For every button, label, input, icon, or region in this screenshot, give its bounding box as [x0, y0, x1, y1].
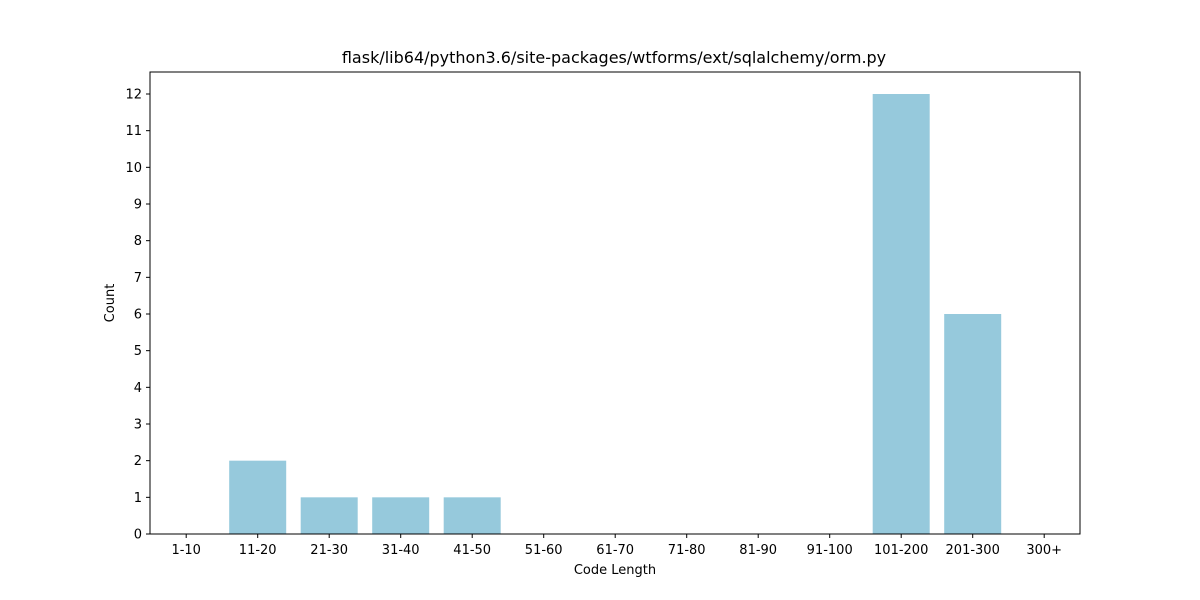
y-tick-label-1: 1 — [134, 491, 142, 506]
plot-frame — [149, 71, 1081, 535]
y-tick-label-5: 5 — [134, 344, 142, 359]
x-tick-label-300plus: 300+ — [1026, 543, 1062, 558]
y-axis-label: Count — [103, 284, 118, 323]
x-tick-label-41-50: 41-50 — [453, 543, 491, 558]
x-tick-label-21-30: 21-30 — [310, 543, 348, 558]
bars-group — [229, 94, 1002, 534]
x-tick-label-61-70: 61-70 — [596, 543, 634, 558]
y-tick-label-8: 8 — [134, 234, 142, 249]
y-tick-label-6: 6 — [134, 308, 142, 323]
x-tick-label-51-60: 51-60 — [525, 543, 563, 558]
bar-21-30 — [300, 497, 358, 534]
bar-41-50 — [443, 497, 501, 534]
chart-title: flask/lib64/python3.6/site-packages/wtfo… — [342, 48, 886, 67]
x-tick-label-71-80: 71-80 — [668, 543, 706, 558]
y-tick-label-0: 0 — [134, 528, 142, 543]
bar-11-20 — [229, 460, 287, 534]
y-tick-label-11: 11 — [125, 124, 142, 139]
y-tick-label-10: 10 — [125, 161, 142, 176]
x-axis: 1-10 11-20 21-30 31-40 41-50 51-60 61-70 71-80 8… — [171, 534, 1062, 558]
x-tick-label-1-10: 1-10 — [171, 543, 201, 558]
x-tick-label-81-90: 81-90 — [739, 543, 777, 558]
x-tick-label-31-40: 31-40 — [382, 543, 420, 558]
x-tick-label-11-20: 11-20 — [239, 543, 277, 558]
y-tick-label-7: 7 — [134, 271, 142, 286]
bar-31-40 — [372, 497, 430, 534]
y-tick-label-12: 12 — [125, 88, 142, 103]
y-tick-label-9: 9 — [134, 198, 142, 213]
x-tick-label-201-300: 201-300 — [946, 543, 1000, 558]
x-tick-label-91-100: 91-100 — [807, 543, 853, 558]
y-tick-label-2: 2 — [134, 454, 142, 469]
y-tick-label-4: 4 — [134, 381, 142, 396]
y-tick-label-3: 3 — [134, 418, 142, 433]
bar-201-300 — [944, 314, 1002, 534]
x-axis-label: Code Length — [574, 563, 656, 578]
x-tick-label-101-200: 101-200 — [874, 543, 928, 558]
bar-101-200 — [872, 94, 930, 534]
